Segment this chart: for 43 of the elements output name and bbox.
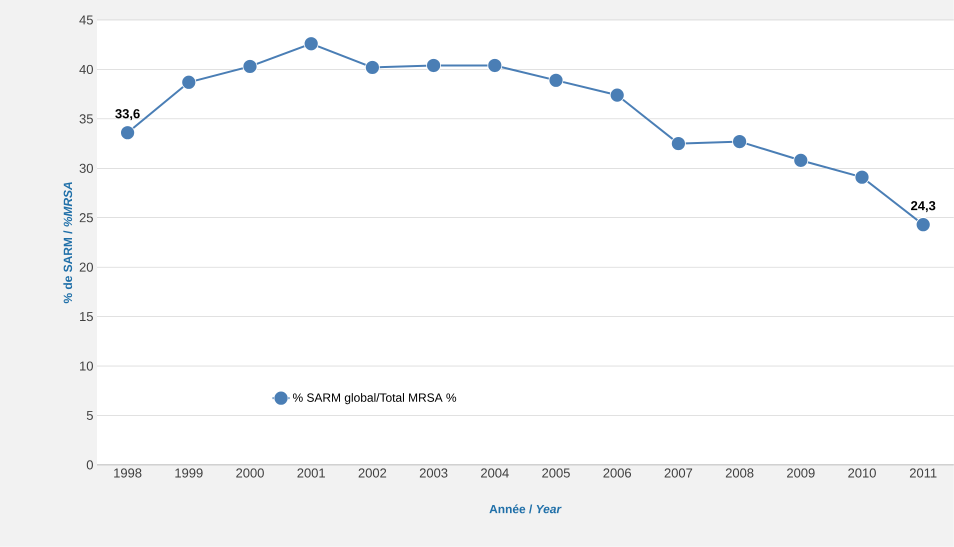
point (671, 136, 686, 152)
x-tick-label: 2011 (910, 468, 936, 478)
point (854, 170, 870, 185)
y-tick-label: 15 (80, 312, 93, 322)
point (242, 59, 258, 74)
y-tick-label: 0 (86, 460, 93, 470)
y-axis-title: % de SARM / %MRSA (63, 182, 72, 304)
y-tick-label: 40 (79, 64, 93, 74)
point (548, 72, 564, 88)
x-tick-label: 2009 (787, 468, 815, 478)
data-label: 24,3 (911, 201, 936, 212)
x-tick-label: 2001 (297, 468, 325, 478)
x-tick-label: 2008 (726, 468, 754, 478)
x-tick-label: 2010 (848, 468, 876, 478)
point (426, 58, 441, 73)
x-tick-label: 1998 (114, 468, 142, 478)
point (916, 217, 931, 232)
y-tick-label: 45 (79, 16, 93, 25)
point (793, 153, 808, 168)
point (120, 125, 135, 140)
y-tick-label: 30 (80, 164, 93, 173)
legend-label: % SARM global/Total MRSA % (292, 393, 456, 404)
y-tick-label: 5 (86, 411, 93, 420)
point (732, 134, 747, 150)
point (181, 74, 196, 90)
x-tick-label: 2000 (236, 468, 264, 478)
y-tick-label: 25 (80, 213, 93, 222)
point (364, 60, 380, 75)
x-axis-title: Année / Year (489, 504, 562, 514)
x-tick-label: 2003 (420, 468, 448, 478)
y-tick-label: 35 (80, 114, 93, 124)
x-tick-label: 2006 (603, 468, 632, 478)
x-tick-label: 2005 (542, 468, 570, 478)
x-tick-label: 2007 (664, 468, 692, 478)
x-tick-label: 2002 (358, 468, 386, 478)
y-tick-label: 20 (80, 262, 93, 272)
x-tick-label: 2004 (481, 468, 509, 478)
x-tick-label: 1999 (175, 468, 203, 478)
point (610, 88, 625, 103)
point (487, 58, 502, 73)
point (304, 36, 319, 52)
y-tick-label: 10 (80, 362, 93, 371)
data-label: 33,6 (115, 109, 140, 120)
